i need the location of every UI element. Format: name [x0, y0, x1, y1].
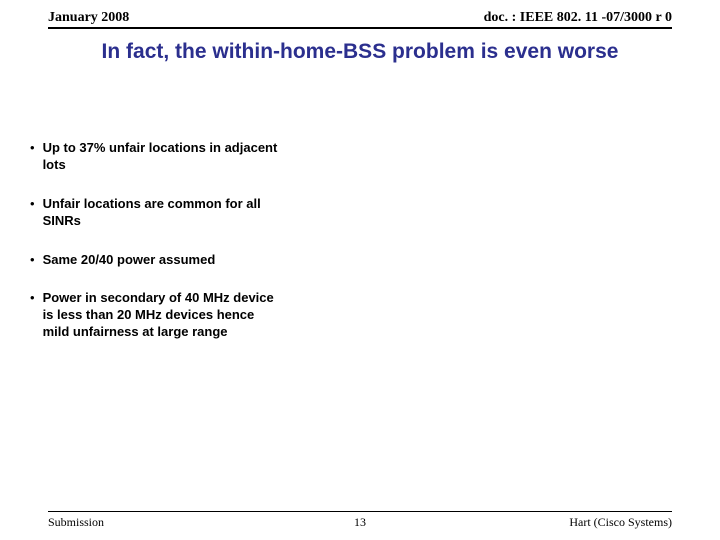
- bullet-marker: •: [30, 290, 35, 341]
- bullet-item: • Up to 37% unfair locations in adjacent…: [30, 140, 280, 174]
- bullet-item: • Same 20/40 power assumed: [30, 252, 280, 269]
- header: January 2008 doc. : IEEE 802. 11 -07/300…: [48, 10, 672, 29]
- slide-title: In fact, the within-home-BSS problem is …: [48, 40, 672, 64]
- header-date: January 2008: [48, 10, 129, 26]
- bullet-list: • Up to 37% unfair locations in adjacent…: [30, 140, 280, 363]
- footer-left: Submission: [48, 515, 104, 530]
- header-doc: doc. : IEEE 802. 11 -07/3000 r 0: [484, 10, 672, 26]
- bullet-text: Up to 37% unfair locations in adjacent l…: [43, 140, 280, 174]
- footer-rule: [48, 511, 672, 512]
- bullet-text: Power in secondary of 40 MHz device is l…: [43, 290, 280, 341]
- bullet-marker: •: [30, 196, 35, 230]
- footer: Submission 13 Hart (Cisco Systems): [48, 515, 672, 530]
- footer-author: Hart (Cisco Systems): [569, 515, 672, 530]
- bullet-item: • Unfair locations are common for all SI…: [30, 196, 280, 230]
- bullet-marker: •: [30, 252, 35, 269]
- bullet-item: • Power in secondary of 40 MHz device is…: [30, 290, 280, 341]
- bullet-marker: •: [30, 140, 35, 174]
- bullet-text: Same 20/40 power assumed: [43, 252, 280, 269]
- bullet-text: Unfair locations are common for all SINR…: [43, 196, 280, 230]
